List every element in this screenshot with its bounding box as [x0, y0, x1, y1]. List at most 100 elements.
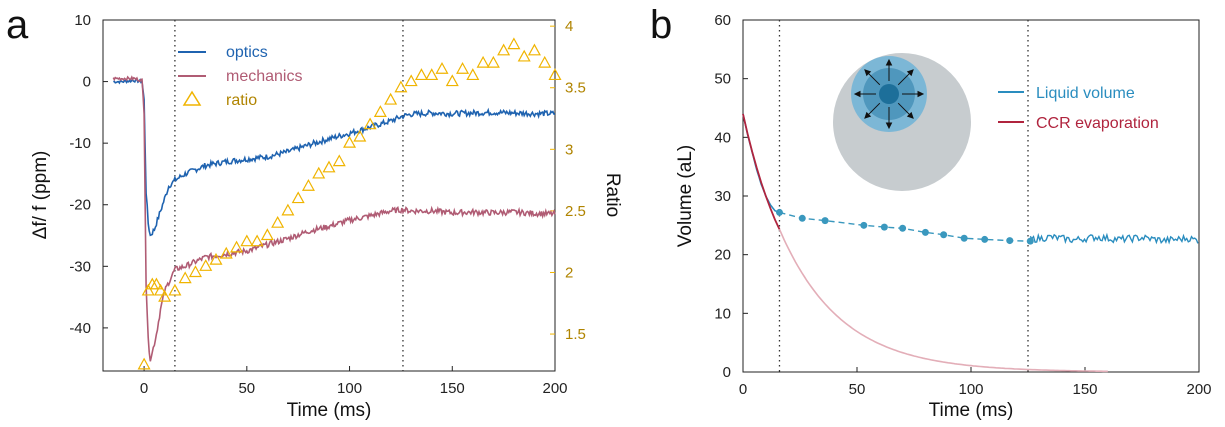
b-xtick-label-2: 100 [958, 381, 983, 398]
series-ccr-evaporation-line [742, 113, 781, 230]
ratio-marker-22 [332, 154, 346, 167]
b-xtick-label-0: 0 [739, 381, 747, 398]
ratio-marker-24 [353, 129, 367, 142]
liquid-fit-point-3 [860, 221, 868, 229]
arrow-head-1 [906, 111, 914, 119]
arrow-head-3 [864, 111, 872, 119]
a-y2tick-label-3: 3 [565, 141, 573, 158]
panel-a-left-axis: 10 0 -10 -20 -30 -40 [69, 12, 108, 337]
a-ytick-label-2: -10 [69, 135, 91, 152]
ratio-marker-1 [141, 283, 155, 296]
arrow-head-4 [853, 90, 861, 98]
droplet-center [879, 84, 899, 104]
ratio-marker-42 [538, 55, 552, 68]
a-ytick-label-0: 10 [74, 12, 91, 29]
b-xtick-label-3: 150 [1072, 381, 1097, 398]
ratio-marker-37 [486, 55, 500, 68]
arrow-head-2 [885, 122, 893, 130]
ratio-marker-30 [414, 68, 428, 81]
panel-b-reference-lines [778, 20, 1029, 372]
droplet-illustration [833, 53, 971, 191]
ratio-marker-10 [209, 252, 223, 265]
panel-a-letter: a [6, 3, 29, 47]
a-y2tick-label-1: 2 [565, 264, 573, 281]
b-ytick-label-6: 60 [714, 12, 731, 29]
ratio-marker-34 [456, 62, 470, 74]
ratio-marker-13 [240, 234, 254, 247]
a-xtick-label-1: 50 [238, 380, 255, 397]
arrow-head-6 [885, 58, 893, 66]
ratio-marker-4 [154, 283, 168, 296]
ratio-marker-3 [149, 277, 163, 290]
liquid-fit-point-9 [981, 235, 989, 243]
liquid-fit-point-11 [1026, 237, 1034, 245]
b-xtick-label-1: 50 [849, 381, 866, 398]
liquid-fit-point-7 [940, 231, 948, 239]
ratio-marker-40 [517, 49, 531, 62]
ratio-marker-14 [250, 234, 264, 247]
panel-b-frame [742, 19, 1200, 373]
a-ytick-label-3: -20 [69, 197, 91, 214]
liquid-fit-point-6 [921, 228, 929, 236]
panel-a-right-axis: 1.5 2 2.5 3 3.5 4 [550, 18, 586, 343]
ratio-marker-26 [373, 105, 387, 117]
panel-a-legend: optics mechanics ratio [178, 44, 302, 109]
ratio-marker-8 [188, 265, 202, 278]
series-liquid-volume-early [742, 113, 780, 214]
ratio-marker-41 [527, 43, 541, 56]
liquid-fit-point-10 [1006, 237, 1014, 245]
panel-a-bottom-axis: 0 50 100 150 200 [140, 366, 568, 397]
series-liquid-fit-line [779, 211, 1031, 242]
panel-a-reference-lines [174, 20, 404, 371]
series-mechanics-line [112, 75, 556, 362]
series-ratio-markers [137, 37, 562, 370]
a-ytick-label-5: -40 [69, 320, 91, 337]
arrow-head-7 [906, 69, 914, 77]
panel-b-series [742, 113, 1199, 373]
ratio-marker-17 [281, 203, 295, 216]
ratio-marker-16 [271, 215, 285, 228]
ratio-marker-23 [343, 135, 357, 148]
ratio-marker-18 [291, 191, 305, 204]
a-y2tick-label-0: 1.5 [565, 326, 586, 343]
a-y2tick-label-2: 2.5 [565, 203, 586, 220]
series-ccr-extrapolated-line [778, 228, 1108, 373]
panel-a-y2label: Ratio [602, 173, 623, 217]
legend-ccr-evaporation-label: CCR evaporation [1036, 115, 1159, 132]
evaporation-arrows [853, 58, 925, 130]
a-ytick-label-1: 0 [83, 74, 91, 91]
panel-b-letter: b [650, 3, 672, 47]
ratio-marker-43 [548, 68, 562, 81]
liquid-fit-point-8 [960, 234, 968, 242]
a-ytick-label-4: -30 [69, 258, 91, 275]
ratio-marker-0 [137, 357, 151, 370]
a-xtick-label-2: 100 [337, 380, 362, 397]
b-ytick-label-4: 40 [714, 129, 731, 146]
ratio-marker-5 [158, 289, 172, 302]
ratio-marker-6 [168, 283, 182, 296]
panel-b-xlabel: Time (ms) [929, 400, 1014, 421]
legend-optics-label: optics [226, 44, 268, 61]
ratio-marker-32 [435, 62, 449, 74]
b-ytick-label-0: 0 [723, 364, 731, 381]
ratio-marker-25 [363, 117, 377, 130]
ratio-marker-29 [404, 74, 418, 87]
panel-b-legend: Liquid volume CCR evaporation [998, 85, 1159, 132]
ratio-marker-35 [466, 68, 480, 81]
panel-b-ylabel: Volume (aL) [675, 145, 696, 247]
liquid-fit-point-1 [798, 214, 806, 222]
liquid-fit-point-2 [821, 217, 829, 225]
ratio-marker-9 [199, 259, 213, 271]
liquid-fit-point-4 [880, 223, 888, 231]
ratio-marker-39 [507, 37, 521, 50]
panel-b-chart: 0 10 20 30 40 50 60 0 50 100 150 200 Time (ms) Vol… [675, 12, 1212, 421]
liquid-fit-point-5 [899, 224, 907, 232]
b-ytick-label-3: 30 [714, 188, 731, 205]
panel-a-series [112, 37, 562, 370]
a-xtick-label-4: 200 [542, 380, 567, 397]
arrow-head-0 [917, 90, 925, 98]
panel-a-chart: 100-10-20-30-40 1.522.533.54 0 50 100 150 20… [30, 12, 623, 421]
a-xtick-label-3: 150 [440, 380, 465, 397]
panel-a-frame [102, 19, 556, 372]
